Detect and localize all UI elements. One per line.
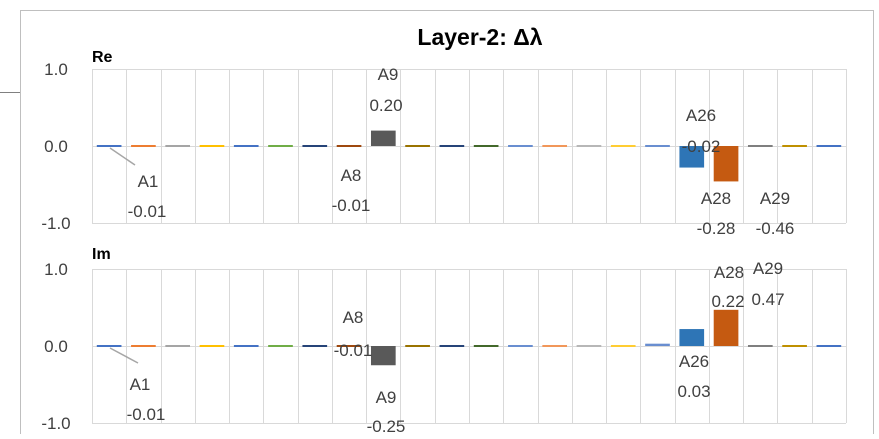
data-label-name: A29 bbox=[753, 259, 783, 278]
bar-A21 bbox=[782, 345, 807, 347]
bar-A14 bbox=[542, 345, 568, 347]
data-label-value: -0.02 bbox=[682, 137, 721, 156]
data-label-value: 0.47 bbox=[751, 290, 784, 309]
data-label-name: A26 bbox=[686, 106, 716, 125]
y-tick-label: -1.0 bbox=[41, 214, 70, 233]
data-label-value: -0.28 bbox=[697, 219, 736, 238]
panel-label: Im bbox=[92, 246, 111, 263]
bar-A9 bbox=[370, 130, 396, 146]
bar-A5 bbox=[233, 345, 259, 347]
bar-A12 bbox=[473, 345, 499, 347]
bar-A18 bbox=[679, 146, 705, 168]
leader-line bbox=[109, 347, 139, 364]
bar-A10 bbox=[405, 345, 430, 347]
bar-A10 bbox=[405, 145, 430, 147]
data-label-name: A28 bbox=[701, 189, 731, 208]
data-label-name: A28 bbox=[714, 263, 744, 282]
bar-A20 bbox=[747, 345, 773, 347]
data-label-name: A29 bbox=[760, 189, 790, 208]
data-label-value: 0.22 bbox=[711, 292, 744, 311]
data-label-value: 0.03 bbox=[677, 382, 710, 401]
data-label-name: A1 bbox=[130, 375, 151, 394]
y-tick-label: 1.0 bbox=[44, 60, 68, 79]
panel-label: Re bbox=[92, 49, 113, 66]
bar-A18 bbox=[679, 329, 705, 346]
bar-A8 bbox=[336, 145, 362, 147]
bar-A2 bbox=[131, 145, 156, 147]
data-label-value: -0.01 bbox=[127, 405, 166, 424]
y-tick-label: 0.0 bbox=[44, 137, 68, 156]
data-label-value: -0.25 bbox=[367, 417, 406, 434]
bar-A12 bbox=[473, 145, 499, 147]
leader-line bbox=[109, 147, 136, 166]
bar-A20 bbox=[747, 145, 773, 147]
bar-A6 bbox=[268, 345, 293, 347]
bar-A1 bbox=[96, 145, 122, 147]
bar-A22 bbox=[816, 145, 842, 147]
bar-A4 bbox=[199, 345, 225, 347]
bar-A4 bbox=[199, 145, 225, 147]
y-tick-label: -1.0 bbox=[41, 414, 70, 433]
bar-A14 bbox=[542, 145, 568, 147]
bar-A15 bbox=[576, 145, 602, 147]
bar-A1 bbox=[96, 345, 122, 347]
bar-A16 bbox=[610, 145, 636, 147]
bar-A21 bbox=[782, 145, 807, 147]
y-tick-label: 0.0 bbox=[44, 337, 68, 356]
data-label-name: A9 bbox=[376, 388, 397, 407]
bar-A5 bbox=[233, 145, 259, 147]
plot-layer: 1.0 0.0 -1.0 Re A1 -0.01 A8 -0.01 A9 0.20 A26 -0.02… bbox=[41, 49, 847, 436]
bar-A22 bbox=[816, 345, 842, 347]
data-label-value: -0.01 bbox=[332, 196, 371, 215]
chart-title: Layer-2: Δλ bbox=[417, 24, 542, 50]
data-label-name: A1 bbox=[138, 172, 159, 191]
bar-A13 bbox=[508, 345, 533, 347]
bar-A7 bbox=[302, 345, 328, 347]
chart-border bbox=[20, 10, 874, 439]
data-label-value: -0.01 bbox=[334, 341, 373, 360]
bar-A17 bbox=[645, 145, 670, 147]
bar-A11 bbox=[439, 145, 465, 147]
bar-A17 bbox=[645, 343, 670, 346]
data-label-name: A8 bbox=[343, 308, 364, 327]
y-tick-label: 1.0 bbox=[44, 260, 68, 279]
data-label-name: A8 bbox=[341, 166, 362, 185]
data-label-value: -0.46 bbox=[756, 219, 795, 238]
bar-A3 bbox=[165, 145, 191, 147]
data-label-name: A26 bbox=[679, 352, 709, 371]
data-label-value: -0.01 bbox=[128, 202, 167, 221]
bar-A16 bbox=[610, 345, 636, 347]
bar-A13 bbox=[508, 145, 533, 147]
bar-A6 bbox=[268, 145, 293, 147]
bar-A11 bbox=[439, 345, 465, 347]
data-label-value: 0.20 bbox=[369, 96, 402, 115]
bar-A8 bbox=[336, 345, 362, 347]
bar-A19 bbox=[713, 309, 739, 346]
bar-A19 bbox=[713, 146, 739, 182]
bar-A9 bbox=[370, 346, 396, 366]
bar-A3 bbox=[165, 345, 191, 347]
data-label-name: A9 bbox=[378, 65, 399, 84]
bar-A7 bbox=[302, 145, 328, 147]
bar-A15 bbox=[576, 345, 602, 347]
bar-A2 bbox=[131, 345, 156, 347]
